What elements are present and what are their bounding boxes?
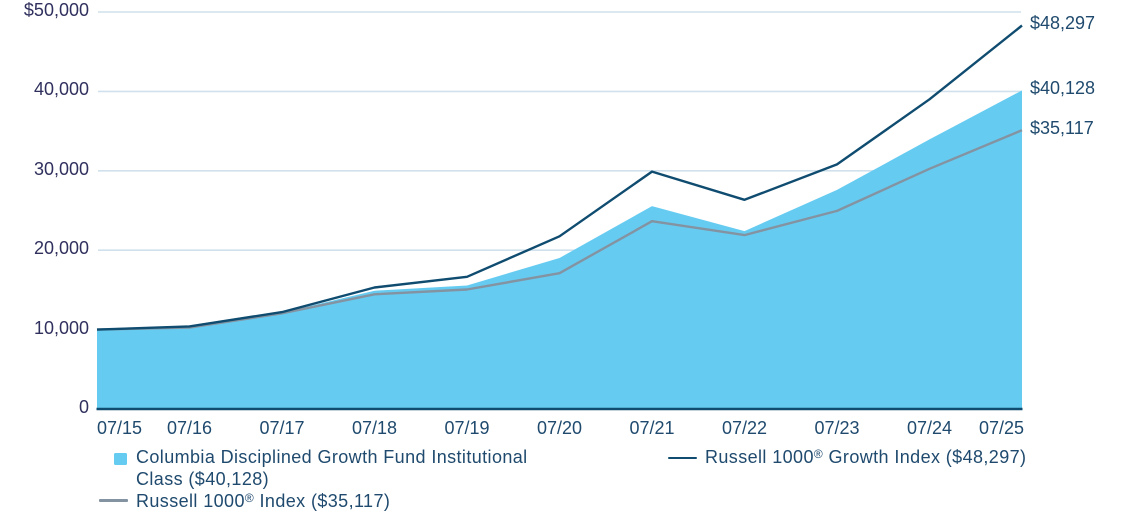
y-axis-label: 10,000	[33, 317, 89, 338]
x-axis-label: 07/23	[814, 417, 860, 438]
y-axis-label: 30,000	[33, 158, 89, 179]
y-axis-label: 40,000	[33, 79, 89, 100]
registered-trademark-symbol: ®	[244, 490, 255, 505]
x-axis-label: 07/18	[351, 417, 398, 438]
x-axis-label: 07/22	[721, 417, 768, 438]
legend-label-russell-1000-index: Russell 1000® Index ($35,117)	[136, 490, 391, 511]
y-axis-label: 0	[78, 397, 89, 417]
legend-line-russell-1000-index	[99, 499, 128, 502]
legend-swatch-fund	[114, 453, 127, 465]
fund-area-series	[97, 90, 1022, 410]
x-axis-label: 07/15	[97, 417, 143, 438]
registered-trademark-symbol: ®	[813, 447, 824, 462]
legend-label-growth-index: Russell 1000® Growth Index ($48,297)	[705, 447, 1027, 467]
series-end-label: $48,297	[1030, 13, 1096, 34]
x-axis-label: 07/25	[978, 417, 1024, 438]
russell-1000-growth-index-series	[96, 24, 1023, 331]
legend-label-fund: Columbia Disciplined Growth Fund Institu…	[136, 447, 528, 489]
x-axis-label: 07/21	[629, 417, 675, 438]
x-axis-label: 07/19	[444, 417, 490, 438]
y-axis-label: $50,000	[23, 0, 89, 20]
series-end-label: $35,117	[1030, 117, 1094, 138]
x-axis-label: 07/17	[259, 417, 305, 438]
series-end-label: $40,128	[1030, 77, 1096, 98]
y-axis-label: 20,000	[33, 238, 89, 259]
legend-line-growth-index	[668, 456, 697, 460]
x-axis-label: 07/16	[166, 417, 213, 438]
x-axis-label: 07/20	[536, 417, 583, 438]
x-axis-label: 07/24	[906, 417, 953, 438]
